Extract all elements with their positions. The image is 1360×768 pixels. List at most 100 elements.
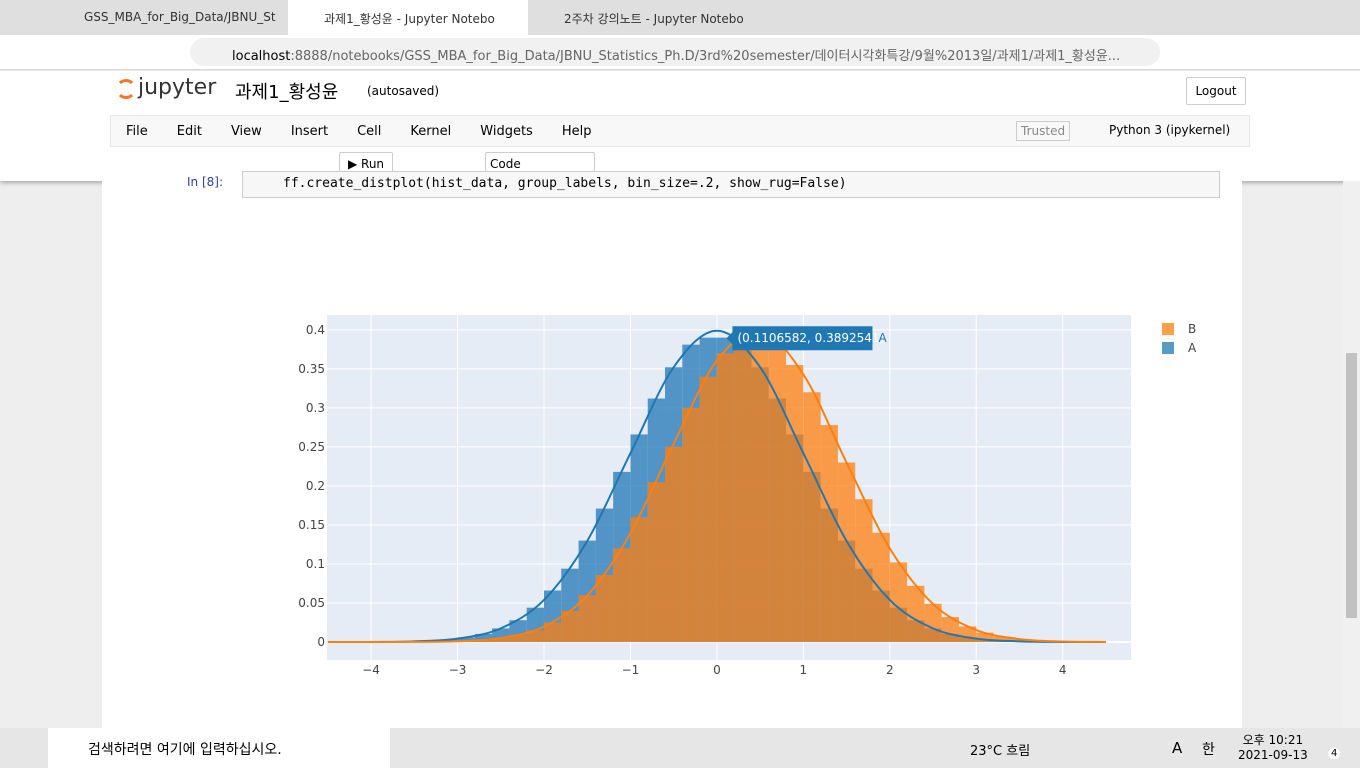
x-tick-label: 0 [713,663,721,677]
legend-label: B [1188,322,1196,336]
menu-item[interactable]: File [126,124,148,139]
histogram-bar [837,462,856,643]
time: 오후 10:21 [1242,733,1304,747]
y-tick-label: 0.4 [306,323,325,337]
x-tick-label: 2 [886,663,894,677]
histogram-bar [647,482,666,643]
search-box[interactable]: 검색하려면 여기에 입력하십시오. [48,728,390,768]
histogram-bar [786,364,804,643]
address-bar: localhost:8888/notebooks/GSS_MBA_for_Big… [0,35,1360,70]
code: ff.create_distplot(hist_data, group_labe… [283,176,847,191]
notification-badge: 4 [1328,748,1341,759]
legend-swatch [1162,323,1174,335]
y-tick-label: 0.1 [306,557,325,571]
cell-prompt: In [8]: [187,175,223,189]
histogram-bar [820,425,838,643]
histogram-bar [474,633,493,643]
kernel-name: Python 3 (ipykernel) [1109,123,1231,137]
ime: 한 [1202,742,1215,758]
hover-label-box [726,326,873,351]
x-tick-label: −2 [535,663,553,677]
url-path: :8888/notebooks/GSS_MBA_for_Big_Data/JBN… [290,49,1121,64]
hover-label: (0.1106582, 0.3892541) [737,331,884,345]
histogram-bar [976,632,994,643]
tab-title: 과제1_황성윤 - Jupyter Notebo [324,12,495,26]
url-host: localhost [232,49,291,64]
x-tick-label: 4 [1059,663,1067,677]
trusted: Trusted [1016,121,1071,141]
menu-item[interactable]: Widgets [480,124,533,139]
histogram-bar [561,610,579,643]
menubar: File Edit View Insert Cell Kernel Widgets Help … [110,115,1250,147]
logo: jupyter [138,75,217,100]
histogram-bar [492,638,510,643]
histogram-bar [509,635,527,643]
histogram-bar [665,446,683,643]
histogram-bar [872,532,890,643]
tab-title: GSS_MBA_for_Big_Data/JBNU_St [84,10,276,24]
y-tick-label: 0 [317,635,325,649]
x-tick-label: −4 [362,663,380,677]
clock: 오후 10:21 2021-09-13 [1238,731,1308,762]
histogram-bar [543,622,562,643]
legend-label: A [1188,341,1197,355]
date: 2021-09-13 [1238,748,1308,762]
histogram-bar [578,595,596,643]
histogram-bar [716,353,735,643]
url[interactable]: localhost:8888/notebooks/GSS_MBA_for_Big… [190,38,1160,66]
y-tick-label: 0.2 [306,479,325,493]
tab[interactable]: 2주차 강의노트 - Jupyter Notebo [528,0,768,35]
density-curve [327,329,1106,644]
histogram-bar [613,548,631,643]
save-status: (autosaved) [367,84,440,98]
menu-item[interactable]: Edit [176,124,202,139]
tab[interactable]: GSS_MBA_for_Big_Data/JBNU_St [48,0,288,35]
x-tick-label: −1 [622,663,640,677]
histogram-bar [768,347,787,643]
menu-item[interactable]: Help [561,124,592,139]
tab[interactable]: 과제1_황성윤 - Jupyter Notebo [288,0,528,35]
menu-item[interactable]: Kernel [410,124,452,139]
y-tick-label: 0.25 [298,440,325,454]
histogram-bar [734,341,752,643]
menu-item[interactable]: Insert [290,124,329,139]
histogram-bar [855,499,873,643]
cell-type: Code [490,157,521,171]
histogram-bar [682,407,700,643]
y-tick-label: 0.35 [298,362,325,376]
code-input[interactable]: ff.create_distplot(hist_data, group_labe… [242,171,1220,198]
histogram-bar [803,392,821,643]
histogram-bar [924,603,942,643]
histogram-bar [457,637,475,643]
x-tick-label: 1 [800,663,808,677]
menu-item[interactable]: View [230,124,262,139]
histogram-bar [630,517,648,643]
jupyter-header: jupyter 과제1_황성윤 (autosaved) Logout File E… [0,71,1360,181]
search-text: 검색하려면 여기에 입력하십시오. [88,742,282,758]
legend-swatch [1162,342,1174,354]
histogram-bar [993,636,1011,643]
taskbar: 검색하려면 여기에 입력하십시오. 23°C 흐림 A 한 오후 10:21 20… [0,728,1360,768]
histogram-bar [907,585,925,643]
y-tick-label: 0.15 [298,518,325,532]
scrollbar [1343,181,1360,728]
menu-item[interactable]: Cell [357,124,382,139]
ime: A [1172,739,1183,757]
histogram-bar [526,630,544,643]
histogram-bar [751,343,769,643]
tab-strip: GSS_MBA_for_Big_Data/JBNU_St 과제1_황성윤 - J… [0,0,1360,35]
y-tick-label: 0.05 [298,596,325,610]
notebook-name[interactable]: 과제1_황성윤 [235,82,339,103]
scroll-thumb[interactable] [1346,353,1357,618]
hover-series-name: A [878,331,887,345]
x-tick-label: −3 [449,663,467,677]
histogram-bar [595,574,614,643]
histogram-bar [889,562,908,643]
logout-button[interactable]: Logout [1186,77,1246,105]
logo-icon [116,79,136,99]
histogram-bar [699,376,717,643]
x-tick-label: 3 [972,663,980,677]
density-curve [327,329,1106,644]
